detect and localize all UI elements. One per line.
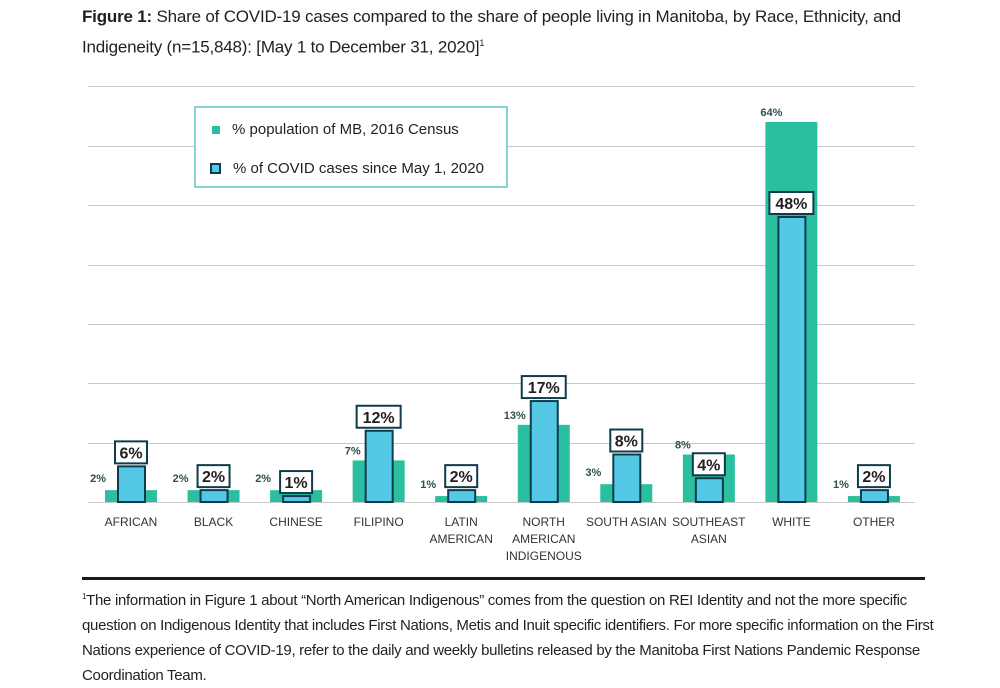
bar-covid xyxy=(199,489,229,503)
legend-swatch-population xyxy=(212,125,220,134)
figure-title-text: Share of COVID-19 cases compared to the … xyxy=(82,7,901,57)
data-label-covid: 2% xyxy=(450,469,473,486)
data-label-covid: 4% xyxy=(697,457,720,474)
data-label-box-covid xyxy=(444,464,479,489)
bar-covid xyxy=(694,477,724,503)
legend-swatch-covid xyxy=(210,163,221,174)
data-label-population: 3% xyxy=(585,467,601,479)
bar-covid xyxy=(612,453,642,503)
data-label-population: 2% xyxy=(173,473,189,485)
x-tick-label: SOUTHEAST xyxy=(672,515,746,529)
x-tick-label: WHITE xyxy=(772,515,811,529)
data-label-box-covid xyxy=(114,440,148,465)
x-tick-label: ASIAN xyxy=(691,532,727,546)
x-tick-label: BLACK xyxy=(194,515,233,529)
data-label-box-covid xyxy=(609,428,644,453)
data-label-box-covid xyxy=(355,404,402,429)
footnote-text: The information in Figure 1 about “North… xyxy=(82,592,934,684)
data-label-box-covid xyxy=(279,470,314,495)
x-tick-label: NORTH xyxy=(523,515,565,529)
legend-item-population: % population of MB, 2016 Census xyxy=(210,121,459,138)
data-label-population: 8% xyxy=(675,440,691,452)
data-label-population: 2% xyxy=(255,473,271,485)
bar-covid xyxy=(282,495,312,503)
figure-title: Figure 1: Share of COVID-19 cases compar… xyxy=(82,4,962,61)
x-tick-label: CHINESE xyxy=(269,515,322,529)
legend-label-covid: % of COVID cases since May 1, 2020 xyxy=(233,160,484,177)
data-label-population: 7% xyxy=(345,445,361,457)
data-label-covid: 6% xyxy=(119,445,142,462)
x-tick-label: AMERICAN xyxy=(512,532,575,546)
bar-covid xyxy=(447,489,477,503)
data-label-covid: 12% xyxy=(363,410,395,427)
data-label-box-covid xyxy=(196,464,231,489)
data-label-covid: 48% xyxy=(775,196,807,213)
bar-covid xyxy=(364,429,394,503)
bar-covid xyxy=(117,465,146,503)
data-label-covid: 17% xyxy=(528,380,560,397)
data-label-box-covid xyxy=(768,191,815,215)
bar-covid xyxy=(529,400,559,503)
data-label-box-covid xyxy=(691,452,726,477)
legend-label-population: % population of MB, 2016 Census xyxy=(232,121,459,138)
data-label-box-covid xyxy=(856,464,891,489)
chart-legend: % population of MB, 2016 Census % of COV… xyxy=(194,106,508,188)
data-label-population: 1% xyxy=(420,479,436,491)
bar-chart: 6% 2% AFRICAN 2% 2% BLACK 1% 2% CHINESE 12% 7% FILI… xyxy=(88,86,915,563)
x-tick-label: LATIN xyxy=(445,515,478,529)
data-label-covid: 1% xyxy=(285,475,308,492)
data-label-covid: 8% xyxy=(615,434,638,451)
data-label-population: 13% xyxy=(504,410,526,422)
x-tick-label: FILIPINO xyxy=(354,515,404,529)
data-label-box-covid xyxy=(520,375,567,400)
footnote-divider xyxy=(82,577,925,580)
data-label-covid: 2% xyxy=(202,469,225,486)
legend-item-covid: % of COVID cases since May 1, 2020 xyxy=(210,160,484,177)
x-tick-label: AMERICAN xyxy=(430,532,493,546)
x-tick-label: OTHER xyxy=(853,515,895,529)
data-label-population: 2% xyxy=(90,473,106,485)
x-tick-label: INDIGENOUS xyxy=(506,549,582,563)
x-tick-label: AFRICAN xyxy=(105,515,158,529)
data-label-population: 1% xyxy=(833,479,849,491)
bar-covid xyxy=(777,216,807,503)
x-tick-label: SOUTH ASIAN xyxy=(586,515,667,529)
bar-covid xyxy=(859,489,889,503)
footnote: 1The information in Figure 1 about “Nort… xyxy=(82,584,942,688)
data-label-covid: 2% xyxy=(862,469,885,486)
footnote-marker: 1 xyxy=(479,38,485,48)
figure-title-label: Figure 1: xyxy=(82,7,152,26)
data-label-population: 64% xyxy=(760,107,782,119)
footnote-mark: 1 xyxy=(82,592,87,601)
